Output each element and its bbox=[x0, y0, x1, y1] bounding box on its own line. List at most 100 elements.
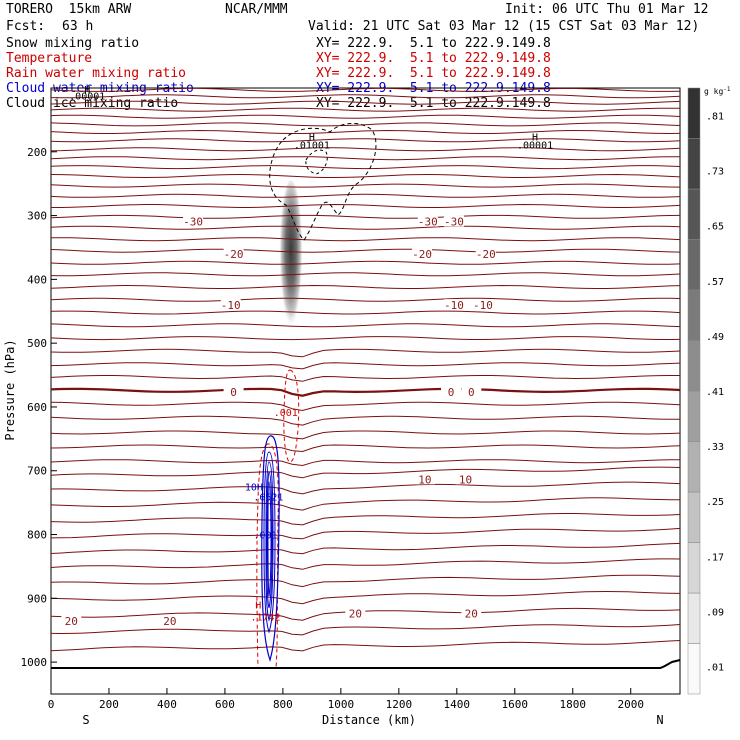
isotherm-line bbox=[50, 459, 680, 467]
contour-annotation: .00001 bbox=[517, 141, 553, 152]
colorbar-label: .17 bbox=[706, 552, 724, 563]
temperature-contours bbox=[50, 87, 681, 652]
colorbar-label: .73 bbox=[706, 167, 724, 178]
isotherm-line bbox=[50, 415, 680, 426]
isotherm-line bbox=[50, 640, 681, 652]
isotherm-line bbox=[50, 558, 681, 570]
isotherm-line bbox=[50, 430, 681, 440]
legend-rain-name: Rain water mixing ratio bbox=[6, 66, 187, 81]
temp-label-bg bbox=[345, 607, 366, 619]
temp-label-bg bbox=[443, 299, 464, 311]
isotherm-line bbox=[50, 284, 681, 289]
contour-annotation: .001 bbox=[253, 530, 277, 541]
temp-label: 20 bbox=[349, 607, 362, 620]
y-tick-label: 200 bbox=[27, 146, 47, 159]
colorbar-label: .01 bbox=[706, 662, 724, 673]
isotherm-line bbox=[50, 323, 681, 328]
isotherm-line bbox=[50, 574, 681, 588]
temp-label: -10 bbox=[473, 299, 493, 312]
legend-rain-xy: XY= 222.9. 5.1 to 222.9.149.8 bbox=[316, 66, 551, 81]
isotherm-line bbox=[50, 362, 681, 370]
isotherm-line bbox=[50, 87, 681, 92]
isotherm-line bbox=[50, 260, 681, 265]
isotherm-line bbox=[50, 129, 681, 135]
isotherm-line bbox=[50, 297, 681, 302]
isotherm-line bbox=[50, 225, 681, 230]
isotherm-line bbox=[50, 310, 681, 315]
colorbar-swatch bbox=[687, 289, 701, 341]
temp-label: 10 bbox=[459, 473, 472, 486]
y-tick-label: 1000 bbox=[21, 656, 48, 669]
temp-label-bg bbox=[61, 614, 82, 626]
north-label: N bbox=[656, 713, 663, 727]
y-tick-label: 700 bbox=[27, 465, 47, 478]
temp-label: -10 bbox=[444, 299, 464, 312]
isotherm-line bbox=[50, 114, 681, 119]
init-time: Init: 06 UTC Thu 01 Mar 12 bbox=[505, 2, 709, 17]
isotherm-line bbox=[51, 203, 681, 208]
temp-label: -30 bbox=[183, 216, 203, 229]
contour-annotation: .01001 bbox=[294, 141, 330, 152]
x-axis-title: Distance (km) bbox=[322, 713, 416, 727]
contour-annotation: H bbox=[309, 132, 315, 143]
colorbar-swatch bbox=[687, 643, 701, 695]
colorbar-label: .09 bbox=[706, 607, 724, 618]
temp-label-bg bbox=[461, 385, 482, 397]
temp-label: 20 bbox=[65, 615, 78, 628]
y-tick-label: 900 bbox=[27, 592, 47, 605]
temp-label-bg bbox=[220, 299, 241, 311]
x-tick-label: 600 bbox=[215, 698, 235, 711]
temp-label: -30 bbox=[418, 216, 438, 229]
y-tick-label: 500 bbox=[27, 337, 47, 350]
isotherm-line bbox=[50, 466, 681, 479]
isotherm-line bbox=[50, 481, 681, 495]
x-tick-label: 2000 bbox=[617, 698, 644, 711]
colorbar-label: .25 bbox=[706, 497, 724, 508]
colorbar: .01 .09 .17 .25 .33 .41 .49 .57 .65 .73 .81 g kg-1 bbox=[687, 86, 731, 695]
model-title: TORERO 15km ARW bbox=[6, 2, 132, 17]
isotherm-line bbox=[50, 100, 681, 105]
contour-annotation: .00001 bbox=[69, 91, 105, 102]
temp-label: -10 bbox=[221, 299, 241, 312]
legend-snow-xy: XY= 222.9. 5.1 to 222.9.149.8 bbox=[316, 36, 551, 51]
temp-label: -20 bbox=[476, 248, 496, 261]
temp-label: -30 bbox=[444, 216, 464, 229]
cloud-water-contour-outer bbox=[261, 435, 280, 662]
isotherm-line bbox=[50, 375, 680, 382]
x-tick-label: 800 bbox=[273, 698, 293, 711]
y-tick-label: 800 bbox=[27, 529, 47, 542]
x-tick-label: 1000 bbox=[328, 698, 355, 711]
temp-label: 0 bbox=[448, 386, 455, 399]
temp-label-bg bbox=[223, 248, 244, 260]
cloud-ice-contour bbox=[269, 123, 377, 241]
temp-label-bg bbox=[159, 614, 180, 626]
isotherm-line bbox=[50, 138, 681, 143]
isotherm-line bbox=[50, 542, 681, 555]
x-tick-label: 1200 bbox=[386, 698, 413, 711]
colorbar-label: .41 bbox=[706, 387, 724, 398]
colorbar-swatch bbox=[687, 340, 701, 392]
isotherm-line bbox=[50, 497, 681, 511]
colorbar-swatch bbox=[687, 592, 701, 644]
contour-annotation: H bbox=[532, 132, 538, 143]
valid-time: Valid: 21 UTC Sat 03 Mar 12 (15 CST Sat … bbox=[308, 19, 700, 34]
x-tick-label: 400 bbox=[157, 698, 177, 711]
forecast-label: Fcst: bbox=[6, 19, 46, 34]
temp-label-bg bbox=[414, 473, 435, 485]
colorbar-label: .33 bbox=[706, 442, 724, 453]
x-tick-label: 1400 bbox=[444, 698, 471, 711]
legend-snow-name: Snow mixing ratio bbox=[6, 36, 140, 51]
colorbar-label: .57 bbox=[706, 277, 724, 288]
isotherm-line bbox=[50, 156, 680, 161]
temp-label: 20 bbox=[163, 615, 176, 628]
temp-label: 10 bbox=[418, 473, 431, 486]
temp-label-bg bbox=[472, 299, 493, 311]
contour-annotation: .6521 bbox=[253, 493, 283, 504]
contour-annotation: .1742 bbox=[250, 613, 280, 624]
south-label: S bbox=[82, 713, 89, 727]
temp-label-bg bbox=[441, 385, 462, 397]
colorbar-swatch bbox=[687, 138, 701, 190]
colorbar-swatch bbox=[687, 239, 701, 291]
temp-label-bg bbox=[443, 215, 464, 227]
